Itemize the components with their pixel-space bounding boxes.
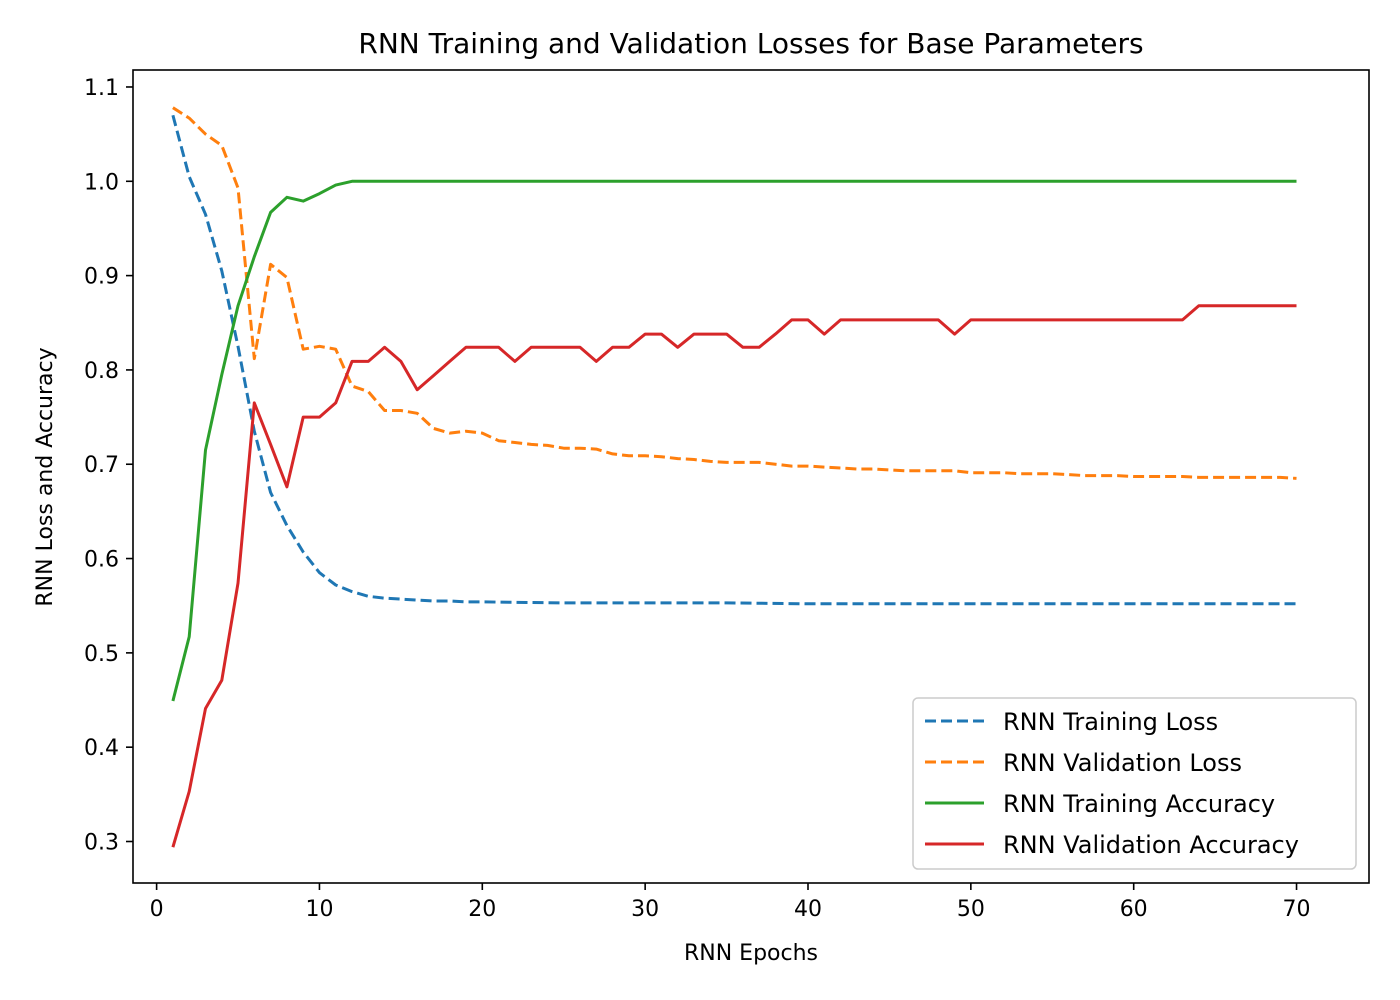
plot-frame (132, 69, 1370, 884)
x-tick-label: 40 (794, 897, 822, 922)
x-tick-label: 10 (305, 897, 333, 922)
y-tick-label: 0.3 (84, 831, 119, 856)
chart-title: RNN Training and Validation Losses for B… (358, 27, 1143, 60)
y-axis-label: RNN Loss and Accuracy (33, 347, 58, 606)
y-tick-label: 0.6 (84, 548, 119, 573)
legend-label: RNN Validation Loss (1003, 749, 1242, 777)
x-axis-label: RNN Epochs (684, 941, 818, 966)
series-layer (171, 106, 1297, 848)
legend-label: RNN Training Accuracy (1003, 790, 1275, 818)
x-tick-label: 20 (468, 897, 496, 922)
legend-label: RNN Validation Accuracy (1003, 831, 1299, 859)
series-line-3 (171, 179, 1297, 702)
x-axis: 0 10 20 30 40 50 60 70 (150, 883, 1311, 922)
y-tick-label: 0.5 (84, 642, 119, 667)
plot-area (132, 69, 1370, 884)
legend: RNN Training Loss RNN Validation Loss RNN … (912, 697, 1357, 870)
y-tick-label: 0.8 (84, 359, 119, 384)
x-tick-label: 0 (150, 897, 164, 922)
legend-label: RNN Training Loss (1003, 708, 1218, 736)
y-tick-label: 0.7 (84, 453, 119, 478)
y-tick-label: 1.0 (84, 170, 119, 195)
x-tick-label: 50 (957, 897, 985, 922)
legend-box (912, 697, 1357, 870)
x-tick-label: 60 (1120, 897, 1148, 922)
series-line-2 (172, 106, 1297, 480)
y-tick-label: 0.4 (84, 736, 119, 761)
x-tick-label: 30 (631, 897, 659, 922)
x-tick-label: 70 (1283, 897, 1311, 922)
y-tick-label: 1.1 (84, 76, 119, 101)
series-line-4 (171, 304, 1297, 848)
y-tick-label: 0.9 (84, 265, 119, 290)
y-axis: 0.3 0.4 0.5 0.6 0.7 0.8 0.9 1.0 1.1 (84, 76, 133, 856)
